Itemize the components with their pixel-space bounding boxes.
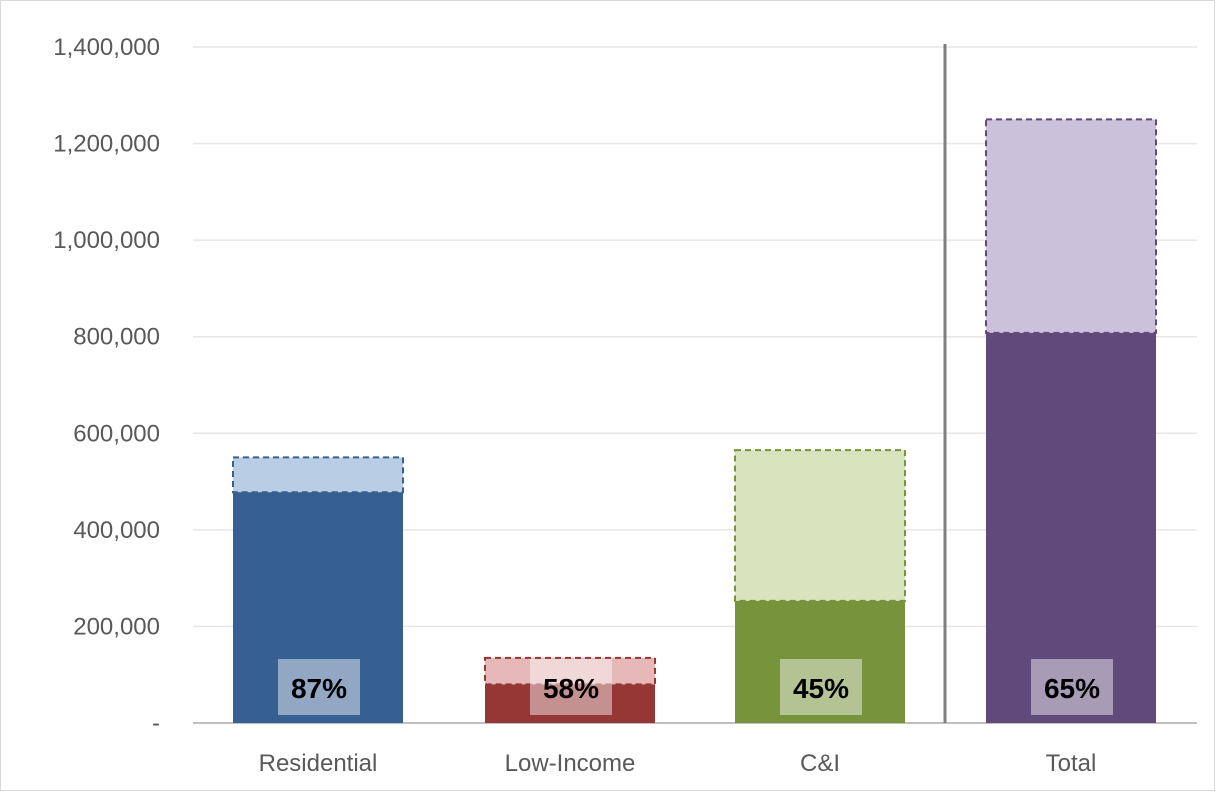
percent-label: 65% xyxy=(1044,673,1100,704)
percent-label: 58% xyxy=(543,673,599,704)
bar-segment-achieved xyxy=(485,684,655,723)
bar-segment-achieved xyxy=(735,600,905,723)
y-tick-label: - xyxy=(152,710,160,737)
bar-segment-remaining xyxy=(985,118,1157,334)
x-category-label: C&I xyxy=(800,750,840,777)
y-tick-label: 1,200,000 xyxy=(53,131,160,158)
y-tick-label: 600,000 xyxy=(73,420,160,447)
x-category-label: Low-Income xyxy=(505,750,636,777)
bar-segment-achieved xyxy=(233,492,403,723)
percent-label-box xyxy=(780,659,862,715)
y-tick-label: 1,400,000 xyxy=(53,34,160,61)
bar-segment-remaining xyxy=(232,456,404,494)
bar-segment-remaining xyxy=(734,449,906,602)
percent-label-box xyxy=(530,659,612,715)
bar-segment-achieved xyxy=(986,332,1156,723)
y-tick-label: 200,000 xyxy=(73,613,160,640)
percent-label-box xyxy=(1031,659,1113,715)
x-category-label: Total xyxy=(1046,750,1097,777)
y-tick-label: 800,000 xyxy=(73,324,160,351)
percent-label-box xyxy=(278,659,360,715)
x-category-label: Residential xyxy=(259,750,378,777)
y-tick-label: 1,000,000 xyxy=(53,227,160,254)
percent-label: 87% xyxy=(291,673,347,704)
y-tick-label: 400,000 xyxy=(73,517,160,544)
percent-label: 45% xyxy=(793,673,849,704)
